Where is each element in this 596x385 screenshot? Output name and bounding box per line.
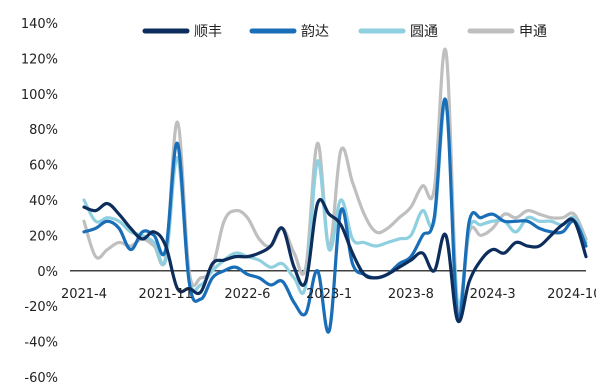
legend-item: 申通 — [467, 24, 547, 40]
y-tick-label: 0% — [37, 265, 58, 280]
y-axis: 140% 120% 100% 80% 60% 40% 20% 0% -20% -40% -60% — [21, 17, 58, 385]
legend-label: 韵达 — [301, 24, 329, 40]
legend-item: 圆通 — [358, 24, 438, 40]
legend-item: 顺丰 — [142, 24, 222, 40]
y-tick-label: 40% — [29, 194, 58, 209]
x-tick-label: 2021-4 — [61, 287, 107, 302]
y-tick-label: -20% — [24, 300, 58, 315]
legend-label: 圆通 — [410, 24, 438, 40]
x-axis: 2021-4 2021-11 2022-6 2023-1 2023-8 2024-3 202… — [61, 287, 596, 302]
y-tick-label: 140% — [21, 17, 58, 32]
y-tick-label: 100% — [21, 88, 58, 103]
y-tick-label: 20% — [29, 229, 58, 244]
y-tick-label: -60% — [24, 371, 58, 385]
x-tick-label: 2023-1 — [306, 287, 352, 302]
y-tick-label: 120% — [21, 52, 58, 67]
x-tick-label: 2021-11 — [139, 287, 193, 302]
y-tick-label: 60% — [29, 159, 58, 174]
x-tick-label: 2024-3 — [470, 287, 516, 302]
y-tick-label: -40% — [24, 336, 58, 351]
y-tick-label: 80% — [29, 123, 58, 138]
series-group — [82, 47, 588, 334]
x-tick-label: 2023-8 — [388, 287, 434, 302]
x-tick-label: 2022-6 — [224, 287, 270, 302]
legend-label: 顺丰 — [194, 24, 222, 40]
legend-item: 韵达 — [249, 24, 329, 40]
legend: 顺丰 韵达 圆通 申通 — [142, 24, 547, 40]
legend-label: 申通 — [519, 24, 547, 40]
x-tick-label: 2024-10 — [547, 287, 596, 302]
series-line-3 — [82, 197, 588, 324]
